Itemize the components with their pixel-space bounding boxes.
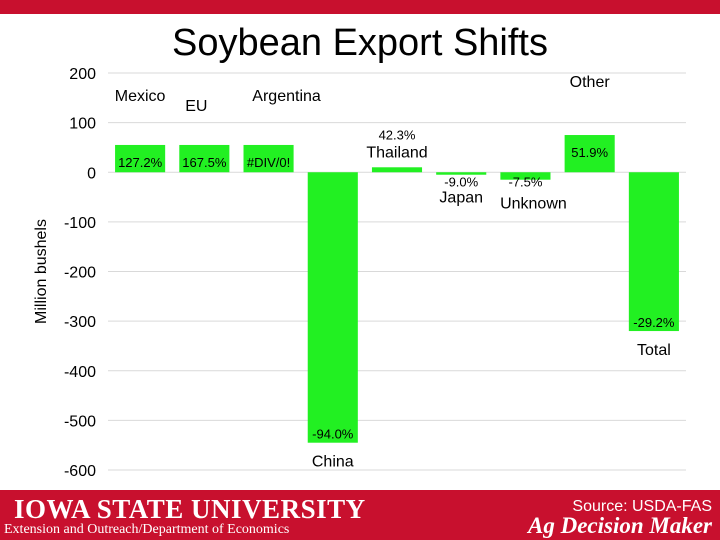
category-label: Thailand xyxy=(366,144,427,161)
data-label: -9.0% xyxy=(444,174,478,189)
y-tick-label: -400 xyxy=(64,364,96,381)
category-label: Argentina xyxy=(252,88,321,105)
category-label: EU xyxy=(185,98,207,115)
footer-bar xyxy=(0,490,720,540)
category-label: Japan xyxy=(439,189,483,206)
y-tick-label: 0 xyxy=(87,165,96,182)
extension-department: Extension and Outreach/Department of Eco… xyxy=(4,522,290,537)
university-logo-text: IOWA STATE UNIVERSITY xyxy=(14,494,366,524)
y-tick-label: -600 xyxy=(64,463,96,480)
bar xyxy=(307,172,358,443)
ag-decision-maker-logo: Ag Decision Maker xyxy=(528,513,712,538)
data-label: #DIV/0! xyxy=(247,155,290,170)
bar xyxy=(179,144,230,173)
y-tick-label: -100 xyxy=(64,215,96,232)
category-label: China xyxy=(312,454,354,471)
bar xyxy=(564,135,615,173)
category-label: Mexico xyxy=(115,88,166,105)
bar xyxy=(628,172,679,332)
category-label: Total xyxy=(637,342,671,359)
source-note: Source: USDA-FAS xyxy=(572,498,712,515)
bar xyxy=(500,172,551,180)
y-tick-label: 100 xyxy=(69,116,96,133)
top-accent-bar xyxy=(0,0,720,14)
data-label: 167.5% xyxy=(182,155,227,170)
category-label: Unknown xyxy=(500,195,567,212)
bar-chart: 200 100 0 -100 -200 -300 -400 -500 -600 Million b… xyxy=(33,66,686,480)
data-label: 127.2% xyxy=(118,155,163,170)
y-tick-label: -500 xyxy=(64,413,96,430)
bar xyxy=(371,167,423,173)
data-label: 51.9% xyxy=(571,145,608,160)
data-label: -7.5% xyxy=(508,174,542,189)
data-label: -94.0% xyxy=(312,427,354,442)
bar xyxy=(115,144,166,173)
y-tick-label: -200 xyxy=(64,265,96,282)
y-axis-label: Million bushels xyxy=(33,219,50,324)
slide-title: Soybean Export Shifts xyxy=(172,22,548,64)
bar xyxy=(243,144,294,173)
bar xyxy=(436,172,487,175)
category-label: Other xyxy=(570,74,611,91)
y-tick-label: -300 xyxy=(64,314,96,331)
data-label: 42.3% xyxy=(379,127,416,142)
y-tick-label: 200 xyxy=(69,66,96,83)
data-label: -29.2% xyxy=(633,315,675,330)
